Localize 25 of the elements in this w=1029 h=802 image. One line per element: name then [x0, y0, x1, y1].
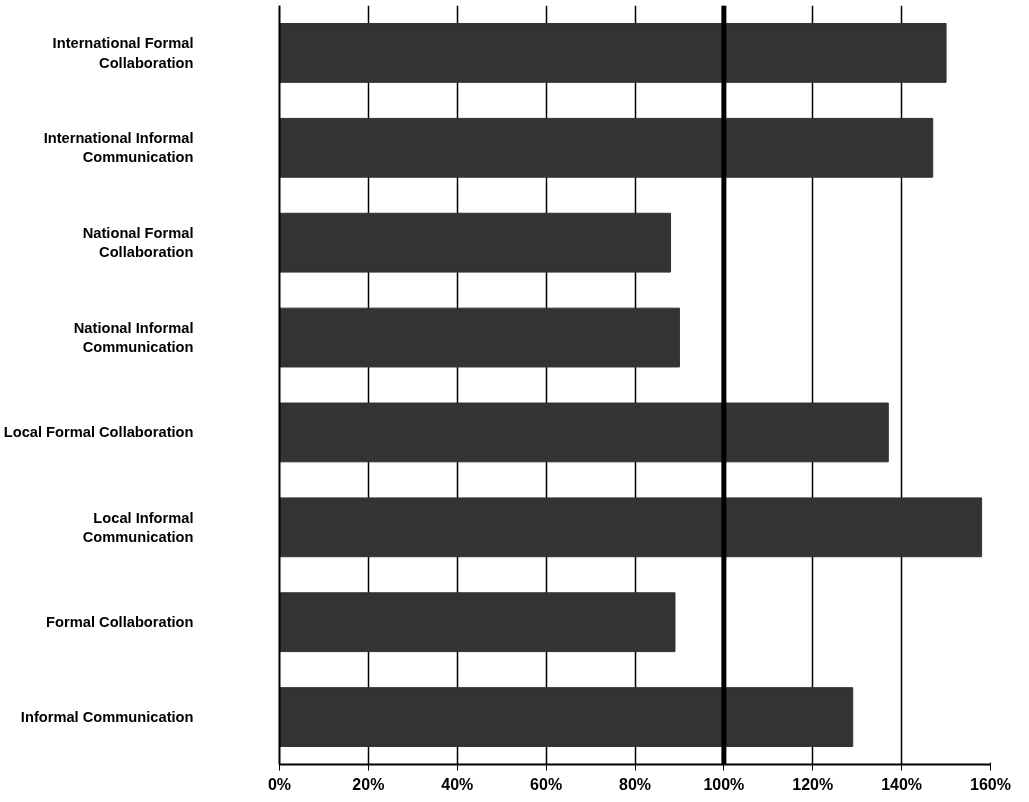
- x-tick-label: 140%: [881, 775, 923, 793]
- bar: [279, 23, 947, 83]
- bar: [279, 117, 934, 178]
- bar: [279, 402, 889, 463]
- x-tick-label: 160%: [970, 775, 1011, 793]
- x-tick-label: 100%: [703, 775, 745, 793]
- y-tick-label: International Formal Collaboration: [52, 35, 194, 71]
- x-tick-label: 40%: [441, 775, 474, 793]
- y-tick-label: Formal Collaboration: [46, 614, 194, 631]
- y-tick-label: National Informal Communication: [73, 319, 194, 356]
- bar: [279, 687, 854, 747]
- bar: [279, 592, 676, 653]
- y-tick-label: Local Informal Communication: [82, 509, 194, 545]
- bar: [279, 212, 672, 273]
- x-tick-label: 80%: [618, 775, 652, 793]
- x-tick-label: 120%: [792, 775, 834, 793]
- x-tick-label: 0%: [267, 775, 292, 793]
- bar: [279, 497, 983, 558]
- y-tick-label: Informal Communication: [20, 709, 194, 726]
- y-tick-label: National Formal Collaboration: [82, 225, 194, 261]
- y-tick-label: Local Formal Collaboration: [3, 424, 194, 441]
- y-tick-label: International Informal Communication: [43, 130, 194, 166]
- x-tick-label: 20%: [352, 775, 385, 793]
- bar: [279, 307, 680, 368]
- x-tick-label: 60%: [530, 775, 563, 793]
